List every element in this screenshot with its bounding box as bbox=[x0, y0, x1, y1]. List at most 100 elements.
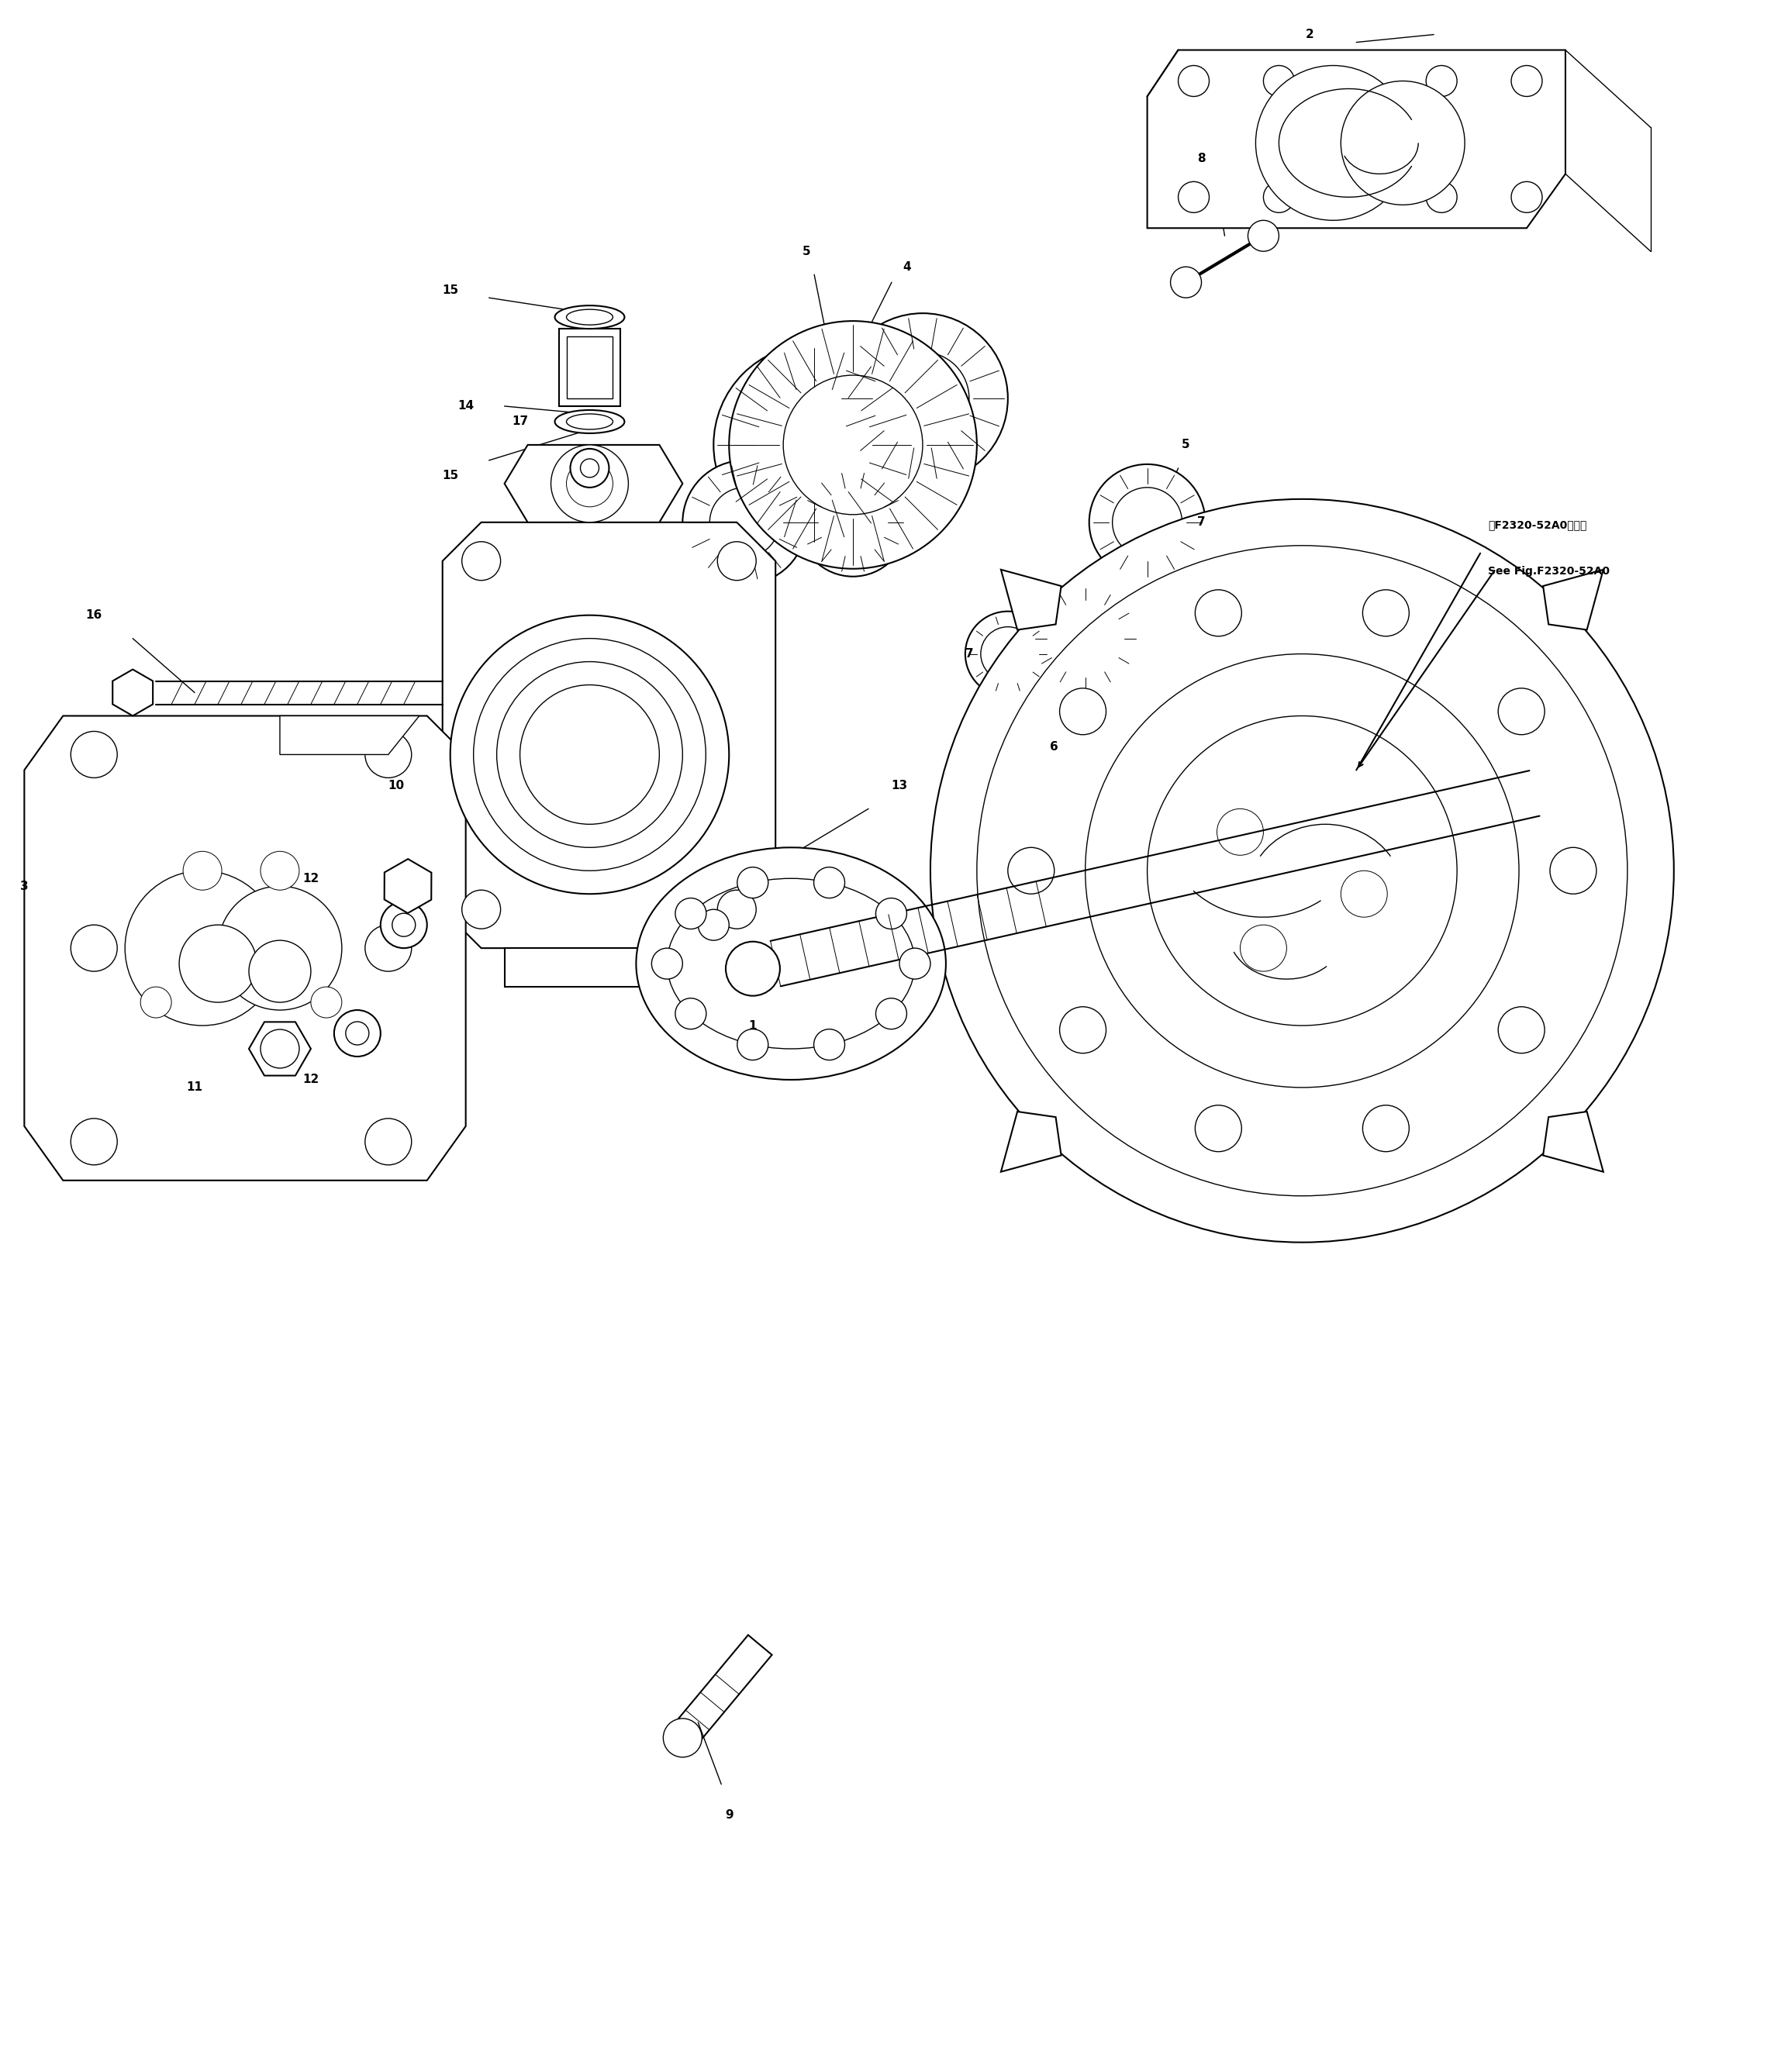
Circle shape bbox=[737, 1030, 769, 1061]
Circle shape bbox=[570, 450, 610, 487]
Circle shape bbox=[179, 924, 257, 1003]
Text: 10: 10 bbox=[388, 779, 404, 792]
Circle shape bbox=[966, 611, 1050, 696]
Circle shape bbox=[1112, 487, 1182, 557]
Circle shape bbox=[663, 1718, 703, 1757]
Polygon shape bbox=[249, 1021, 311, 1075]
Text: 9: 9 bbox=[724, 1809, 733, 1821]
Circle shape bbox=[581, 458, 599, 477]
Polygon shape bbox=[1543, 570, 1604, 630]
Circle shape bbox=[520, 686, 660, 825]
Circle shape bbox=[1171, 267, 1202, 298]
Circle shape bbox=[837, 313, 1008, 483]
Circle shape bbox=[799, 468, 907, 576]
Polygon shape bbox=[1001, 1111, 1062, 1173]
Circle shape bbox=[1511, 66, 1543, 97]
Circle shape bbox=[737, 866, 769, 897]
Circle shape bbox=[730, 321, 976, 568]
Circle shape bbox=[141, 986, 172, 1017]
Text: 3: 3 bbox=[20, 881, 29, 893]
Text: 17: 17 bbox=[511, 416, 527, 427]
Circle shape bbox=[1050, 603, 1119, 673]
Circle shape bbox=[760, 392, 869, 499]
Ellipse shape bbox=[554, 410, 624, 433]
Text: 16: 16 bbox=[86, 609, 102, 622]
Polygon shape bbox=[384, 860, 431, 914]
Circle shape bbox=[1241, 924, 1287, 972]
Circle shape bbox=[1498, 1007, 1545, 1053]
Text: 5: 5 bbox=[803, 244, 810, 257]
Text: 8: 8 bbox=[1198, 153, 1205, 164]
Circle shape bbox=[1178, 66, 1209, 97]
Circle shape bbox=[651, 949, 683, 980]
Circle shape bbox=[1248, 220, 1278, 251]
Circle shape bbox=[474, 638, 706, 870]
Circle shape bbox=[392, 914, 415, 937]
Text: 7: 7 bbox=[966, 649, 973, 659]
Circle shape bbox=[1060, 1007, 1107, 1053]
Bar bbox=[558, 329, 620, 406]
Circle shape bbox=[822, 491, 883, 553]
Text: 4: 4 bbox=[903, 261, 912, 274]
Circle shape bbox=[717, 891, 756, 928]
Text: 1: 1 bbox=[747, 1019, 756, 1032]
Circle shape bbox=[814, 1030, 844, 1061]
Circle shape bbox=[72, 924, 118, 972]
Text: 第F2320-52A0図参照: 第F2320-52A0図参照 bbox=[1488, 520, 1586, 530]
Polygon shape bbox=[1543, 1111, 1604, 1173]
Text: 15: 15 bbox=[442, 284, 458, 296]
Circle shape bbox=[726, 941, 780, 997]
Polygon shape bbox=[504, 949, 683, 986]
Polygon shape bbox=[113, 669, 152, 715]
Polygon shape bbox=[25, 715, 465, 1181]
Circle shape bbox=[365, 731, 411, 777]
Circle shape bbox=[451, 615, 730, 893]
Bar bbox=[567, 336, 613, 398]
Circle shape bbox=[311, 986, 342, 1017]
Circle shape bbox=[1060, 688, 1107, 736]
Circle shape bbox=[876, 999, 907, 1030]
Text: 12: 12 bbox=[302, 1073, 318, 1086]
Circle shape bbox=[1218, 808, 1264, 856]
Text: 2: 2 bbox=[1305, 29, 1314, 39]
Circle shape bbox=[1264, 182, 1295, 213]
Circle shape bbox=[1341, 81, 1464, 205]
Text: 6: 6 bbox=[1050, 742, 1058, 752]
Circle shape bbox=[345, 1021, 368, 1044]
Text: 5: 5 bbox=[1182, 439, 1191, 452]
Circle shape bbox=[365, 924, 411, 972]
Circle shape bbox=[1194, 591, 1241, 636]
Circle shape bbox=[1427, 182, 1457, 213]
Circle shape bbox=[710, 487, 780, 557]
Text: 14: 14 bbox=[458, 400, 474, 412]
Circle shape bbox=[1089, 464, 1205, 580]
Text: 11: 11 bbox=[186, 1082, 202, 1094]
Circle shape bbox=[249, 941, 311, 1003]
Circle shape bbox=[218, 887, 342, 1009]
Circle shape bbox=[1550, 847, 1597, 893]
Circle shape bbox=[697, 910, 730, 941]
Circle shape bbox=[461, 541, 501, 580]
Circle shape bbox=[876, 352, 969, 445]
Polygon shape bbox=[442, 522, 776, 949]
Circle shape bbox=[1148, 715, 1457, 1026]
Circle shape bbox=[1066, 620, 1105, 657]
Circle shape bbox=[182, 852, 222, 891]
Ellipse shape bbox=[567, 414, 613, 429]
Circle shape bbox=[72, 731, 118, 777]
Circle shape bbox=[1032, 584, 1139, 692]
Ellipse shape bbox=[567, 309, 613, 325]
Circle shape bbox=[1362, 591, 1409, 636]
Circle shape bbox=[676, 897, 706, 928]
Circle shape bbox=[497, 661, 683, 847]
Circle shape bbox=[1362, 1104, 1409, 1152]
Circle shape bbox=[1085, 655, 1520, 1088]
Circle shape bbox=[930, 499, 1674, 1243]
Circle shape bbox=[976, 545, 1627, 1196]
Circle shape bbox=[365, 1119, 411, 1164]
Text: 7: 7 bbox=[1198, 516, 1205, 528]
Circle shape bbox=[1194, 1104, 1241, 1152]
Circle shape bbox=[1255, 66, 1411, 220]
Text: 12: 12 bbox=[302, 872, 318, 885]
Circle shape bbox=[814, 866, 844, 897]
